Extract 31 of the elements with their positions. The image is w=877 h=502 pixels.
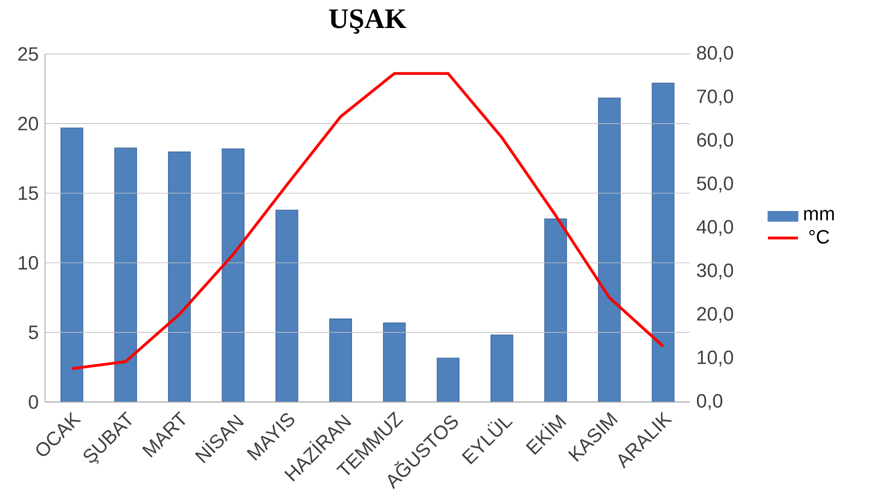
y-tick-label: 5 [28,326,38,340]
bar [436,358,460,402]
y2-tick-label: 40,0 [696,220,734,236]
y2-tick-label: 10,0 [698,350,734,366]
bar [490,334,514,402]
bar [60,128,84,402]
line-series [70,72,665,370]
bar [222,148,244,402]
bar [383,322,406,402]
legend-label: mm [804,210,834,220]
chart-title: UŞAK [329,9,406,34]
y-tick-label: 10 [18,256,38,270]
legend-label: °C [809,230,830,244]
y-tick-label: 15 [18,186,38,200]
y-tick-label: 25 [18,47,38,61]
bar [652,82,674,402]
y-tick-label: 0 [28,395,38,409]
bar [114,148,137,402]
y2-tick-label: 30,0 [696,264,734,280]
y2-tick-label: 50,0 [696,176,734,192]
y2-tick-label: 60,0 [697,133,734,149]
bar [168,152,191,402]
bar [544,218,567,402]
y-tick-label: 20 [18,116,38,130]
y2-tick-label: 20,0 [697,307,734,323]
bar [276,210,298,402]
y2-tick-label: 80,0 [697,46,734,62]
y2-tick-label: 0,0 [696,394,722,410]
y2-tick-label: 70,0 [697,90,734,106]
bar [329,318,352,402]
bar [598,98,621,402]
